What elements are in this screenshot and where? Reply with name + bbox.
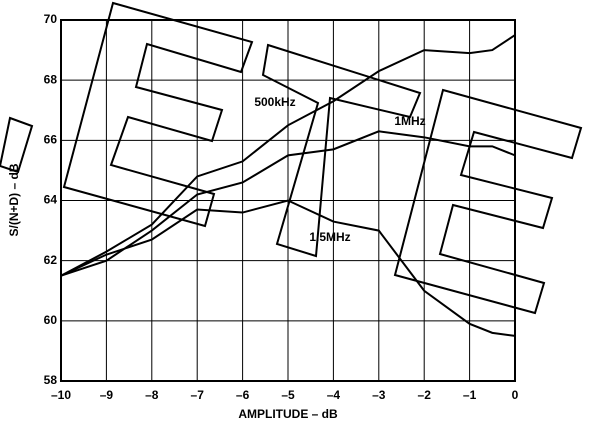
- x-tick-label: –6: [236, 388, 250, 402]
- plot-frame: [60, 19, 516, 382]
- x-tick-label: –3: [372, 388, 386, 402]
- outline-shape: [261, 43, 422, 258]
- y-tick-label: 68: [44, 72, 58, 86]
- y-tick-label: 58: [44, 373, 58, 387]
- outline-shape: [62, 1, 254, 228]
- y-tick-label: 60: [44, 313, 58, 327]
- y-tick-label: 64: [44, 193, 58, 207]
- data-line: [60, 130, 516, 277]
- y-tick-label: 70: [44, 12, 58, 26]
- x-tick-label: –5: [281, 388, 295, 402]
- outline-shape: [393, 88, 583, 315]
- series-label: 1.5MHz: [309, 230, 350, 244]
- y-tick-label: 66: [44, 133, 58, 147]
- x-tick-label: –1: [463, 388, 477, 402]
- x-axis-label: AMPLITUDE – dB: [238, 407, 338, 421]
- overlay-outlines: [0, 1, 583, 315]
- x-tick-label: –4: [327, 388, 341, 402]
- series-label: 1MHz: [394, 114, 425, 128]
- x-tick-label: –9: [100, 388, 114, 402]
- x-tick-label: 0: [512, 388, 519, 402]
- y-axis-label: S/(N+D) – dB: [7, 163, 21, 236]
- series-label: 500kHz: [254, 95, 295, 109]
- outline-shape: [0, 116, 34, 174]
- x-tick-label: –8: [145, 388, 159, 402]
- x-tick-label: –10: [51, 388, 71, 402]
- data-line: [60, 199, 516, 337]
- y-tick-label: 62: [44, 253, 58, 267]
- x-tick-label: –7: [191, 388, 205, 402]
- data-line: [60, 34, 516, 277]
- x-tick-label: –2: [418, 388, 432, 402]
